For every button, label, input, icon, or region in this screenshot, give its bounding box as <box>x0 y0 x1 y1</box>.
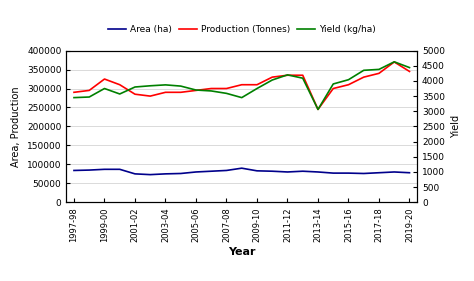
Area (ha) <box>330 171 336 175</box>
Area (ha) <box>285 170 291 174</box>
Yield (kg/ha) <box>300 76 306 80</box>
Production (Tonnes) <box>346 83 351 87</box>
Area (ha) <box>254 169 260 173</box>
Production (Tonnes) <box>269 76 275 79</box>
Production (Tonnes) <box>86 89 92 92</box>
Production (Tonnes) <box>392 60 397 64</box>
Yield (kg/ha) <box>163 83 168 87</box>
Yield (kg/ha) <box>147 84 153 87</box>
Area (ha) <box>407 171 412 175</box>
Area (ha) <box>239 166 245 170</box>
Yield (kg/ha) <box>132 85 138 89</box>
Line: Production (Tonnes): Production (Tonnes) <box>74 62 410 109</box>
Area (ha) <box>147 173 153 176</box>
Production (Tonnes) <box>254 83 260 87</box>
Production (Tonnes) <box>300 74 306 77</box>
Area (ha) <box>376 171 382 175</box>
Yield (kg/ha) <box>392 60 397 64</box>
Production (Tonnes) <box>178 90 183 94</box>
Production (Tonnes) <box>163 90 168 94</box>
Yield (kg/ha) <box>86 95 92 99</box>
Yield (kg/ha) <box>330 82 336 86</box>
Yield (kg/ha) <box>178 84 183 88</box>
Production (Tonnes) <box>407 70 412 73</box>
Production (Tonnes) <box>193 89 199 92</box>
Area (ha) <box>209 169 214 173</box>
Production (Tonnes) <box>117 83 123 87</box>
Area (ha) <box>101 168 107 171</box>
Area (ha) <box>86 168 92 172</box>
Production (Tonnes) <box>315 108 321 111</box>
Area (ha) <box>392 170 397 174</box>
Yield (kg/ha) <box>407 66 412 69</box>
Production (Tonnes) <box>147 94 153 98</box>
Yield (kg/ha) <box>361 69 366 72</box>
Yield (kg/ha) <box>239 96 245 99</box>
Line: Yield (kg/ha): Yield (kg/ha) <box>74 62 410 110</box>
Area (ha) <box>163 172 168 176</box>
Yield (kg/ha) <box>193 88 199 92</box>
Area (ha) <box>224 169 229 172</box>
Production (Tonnes) <box>239 83 245 87</box>
Area (ha) <box>193 170 199 174</box>
Production (Tonnes) <box>330 87 336 90</box>
Area (ha) <box>346 171 351 175</box>
Production (Tonnes) <box>376 72 382 75</box>
Yield (kg/ha) <box>376 68 382 71</box>
Production (Tonnes) <box>285 74 291 77</box>
X-axis label: Year: Year <box>228 248 255 257</box>
Area (ha) <box>71 169 77 172</box>
Area (ha) <box>361 172 366 175</box>
Y-axis label: Yield: Yield <box>450 115 461 138</box>
Production (Tonnes) <box>361 76 366 79</box>
Area (ha) <box>300 169 306 173</box>
Line: Area (ha): Area (ha) <box>74 168 410 175</box>
Area (ha) <box>117 168 123 171</box>
Production (Tonnes) <box>209 87 214 90</box>
Production (Tonnes) <box>101 77 107 81</box>
Legend: Area (ha), Production (Tonnes), Yield (kg/ha): Area (ha), Production (Tonnes), Yield (k… <box>104 22 379 38</box>
Production (Tonnes) <box>224 87 229 90</box>
Area (ha) <box>132 172 138 176</box>
Yield (kg/ha) <box>269 78 275 82</box>
Yield (kg/ha) <box>117 92 123 96</box>
Yield (kg/ha) <box>346 78 351 81</box>
Area (ha) <box>178 172 183 175</box>
Y-axis label: Area, Production: Area, Production <box>11 86 21 167</box>
Yield (kg/ha) <box>254 87 260 90</box>
Yield (kg/ha) <box>285 73 291 76</box>
Yield (kg/ha) <box>71 96 77 99</box>
Production (Tonnes) <box>132 92 138 96</box>
Area (ha) <box>315 170 321 174</box>
Yield (kg/ha) <box>224 92 229 95</box>
Yield (kg/ha) <box>209 89 214 93</box>
Yield (kg/ha) <box>101 87 107 90</box>
Production (Tonnes) <box>71 90 77 94</box>
Yield (kg/ha) <box>315 108 321 111</box>
Area (ha) <box>269 169 275 173</box>
